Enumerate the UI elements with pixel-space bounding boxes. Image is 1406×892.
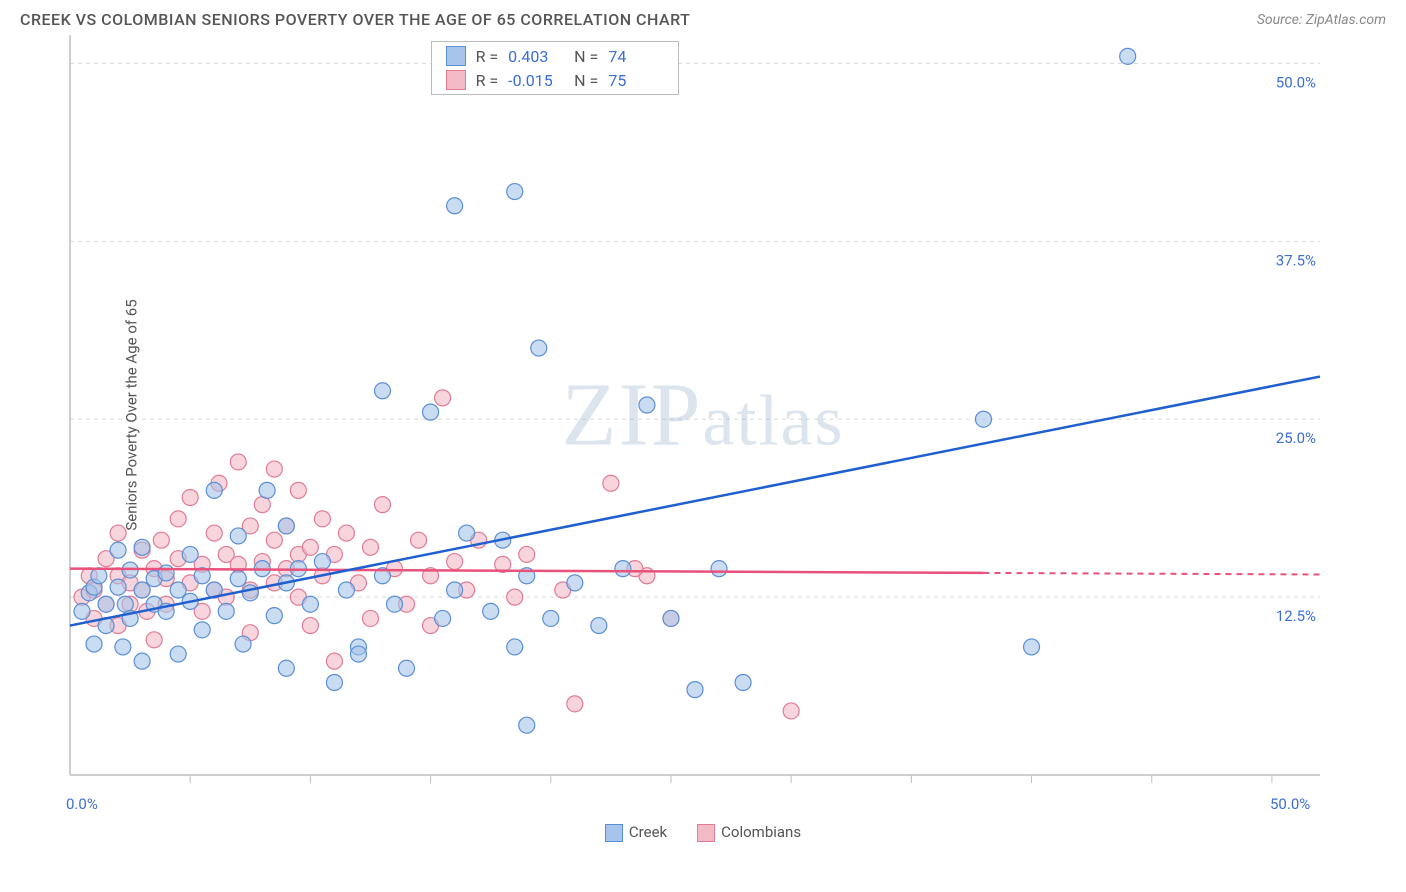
- chart-area: Seniors Poverty Over the Age of 65 12.5%…: [20, 35, 1386, 795]
- legend-item: Creek: [605, 823, 667, 842]
- x-axis-min-label: 0.0%: [66, 795, 98, 813]
- legend-row-creek: R = 0.403N = 74: [432, 44, 679, 68]
- source-name: ZipAtlas.com: [1306, 12, 1386, 28]
- chart-header: CREEK VS COLOMBIAN SENIORS POVERTY OVER …: [0, 0, 1406, 35]
- svg-text:37.5%: 37.5%: [1276, 251, 1316, 269]
- svg-text:50.0%: 50.0%: [1276, 73, 1316, 91]
- series-legend: Creek Colombians: [0, 823, 1406, 842]
- x-axis-labels: 0.0% 50.0%: [20, 795, 1386, 819]
- scatter-plot: 12.5% 25.0% 37.5% 50.0%: [20, 35, 1330, 795]
- chart-title: CREEK VS COLOMBIAN SENIORS POVERTY OVER …: [20, 10, 690, 29]
- correlation-legend: R = 0.403N = 74R = -0.015N = 75: [431, 41, 680, 95]
- source-attribution: Source: ZipAtlas.com: [1257, 12, 1386, 28]
- legend-item: Colombians: [697, 823, 801, 842]
- svg-text:25.0%: 25.0%: [1276, 429, 1316, 447]
- source-prefix: Source:: [1257, 12, 1306, 28]
- x-axis-max-label: 50.0%: [1270, 795, 1310, 813]
- y-axis-label: Seniors Poverty Over the Age of 65: [123, 299, 141, 530]
- legend-row-colombians: R = -0.015N = 75: [432, 68, 679, 92]
- svg-text:12.5%: 12.5%: [1276, 607, 1316, 625]
